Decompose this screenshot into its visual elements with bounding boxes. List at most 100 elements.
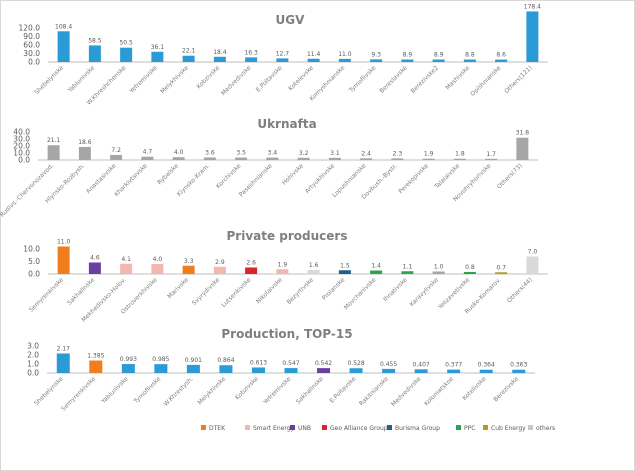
- x-tick-label: Yelizavetivske: [436, 276, 471, 311]
- bar: [479, 369, 493, 373]
- y-tick-label: 120.0: [19, 24, 41, 33]
- data-label: 1.4: [371, 263, 381, 270]
- x-tick-label: Paseshnianske: [238, 162, 274, 198]
- data-label: 2.17: [57, 345, 71, 352]
- data-label: 1.0: [434, 264, 444, 271]
- x-tick-label: Sakhalinske: [66, 276, 96, 306]
- data-label: 58.5: [88, 37, 102, 44]
- bar: [78, 146, 91, 160]
- bar: [213, 56, 226, 62]
- data-label: 4.0: [174, 149, 184, 156]
- x-tick-label: Nikolaivske: [255, 276, 284, 305]
- y-tick-label: 30.0: [13, 135, 30, 144]
- bar: [172, 157, 185, 160]
- data-label: 1.5: [340, 262, 350, 269]
- data-label: 0.985: [152, 356, 169, 363]
- data-label: 11.4: [307, 51, 321, 58]
- data-label: 0.407: [413, 361, 430, 368]
- x-tick-label: Berezivske2: [410, 64, 441, 95]
- x-tick-label: Yefremivske: [261, 375, 292, 406]
- legend-swatch: [290, 425, 295, 430]
- x-tick-label: Rudivs.-Chervonozavod.: [0, 162, 55, 218]
- bar: [495, 272, 508, 274]
- bar: [307, 270, 320, 274]
- bar: [432, 271, 445, 274]
- y-tick-label: 10.0: [23, 245, 40, 254]
- x-tick-label: Karavylivske: [408, 276, 440, 308]
- x-tick-label: Bereslavske: [378, 64, 409, 95]
- bar: [422, 158, 435, 160]
- data-label: 36.1: [151, 44, 165, 51]
- data-label: 0.901: [185, 357, 202, 364]
- legend-label: Smart Energy: [253, 425, 295, 432]
- y-tick-label: 10.0: [13, 149, 30, 158]
- x-tick-label: Mashivske: [444, 64, 471, 91]
- y-tick-label: 0.0: [28, 58, 40, 67]
- x-tick-label: Rakitnianske: [358, 375, 390, 407]
- bar: [213, 266, 226, 274]
- data-label: 8.8: [465, 52, 475, 59]
- bar: [186, 364, 200, 373]
- x-tick-label: Kharkivtsivske: [113, 162, 149, 198]
- x-tick-label: Marivske: [166, 276, 190, 300]
- x-tick-label: E.Poltavske: [255, 64, 284, 93]
- data-label: 3.6: [205, 149, 215, 156]
- bar: [512, 369, 526, 373]
- data-label: 0.377: [445, 362, 462, 369]
- chart-title-2: Private producers: [227, 229, 348, 243]
- data-label: 1.7: [486, 151, 496, 158]
- legend-swatch: [483, 425, 488, 430]
- legend-swatch: [456, 425, 461, 430]
- legend-swatch: [387, 425, 392, 430]
- bar: [391, 158, 404, 160]
- chart-title-3: Production, TOP-15: [221, 327, 352, 341]
- bar: [47, 145, 60, 160]
- data-label: 0.528: [347, 360, 364, 367]
- y-tick-label: 0.0: [18, 156, 30, 165]
- data-label: 0.993: [120, 356, 137, 363]
- bar: [57, 246, 70, 274]
- data-label: 0.613: [250, 359, 267, 366]
- bar: [121, 364, 135, 373]
- bar: [182, 55, 195, 62]
- x-tick-label: Melykhivske: [196, 375, 227, 406]
- data-label: 2.3: [393, 150, 403, 157]
- y-tick-label: 60.0: [23, 41, 40, 50]
- bar: [245, 57, 258, 62]
- legend-label: others: [536, 425, 555, 432]
- data-label: 4.1: [121, 256, 131, 263]
- bar: [266, 157, 279, 160]
- data-label: 8.9: [434, 51, 444, 58]
- data-label: 18.4: [213, 49, 227, 56]
- data-label: 1.6: [309, 262, 319, 269]
- bar: [276, 58, 289, 62]
- x-tick-label: Rybalske: [156, 162, 180, 186]
- legend-label: Cub Energy: [491, 425, 526, 432]
- data-label: 0.547: [282, 360, 299, 367]
- bar: [219, 365, 233, 373]
- x-tick-label: Ihnativske: [382, 276, 409, 303]
- x-tick-label: Kobzivske: [234, 375, 260, 401]
- bar: [284, 368, 298, 373]
- x-tick-label: Semyrenkivske: [28, 276, 65, 313]
- x-tick-label: Movchanivske: [343, 276, 378, 311]
- bar: [88, 262, 101, 274]
- x-tick-label: Shebelynske: [33, 64, 65, 96]
- bar: [349, 368, 363, 373]
- x-tick-label: Opishnianske: [469, 64, 503, 98]
- bar: [154, 364, 168, 373]
- bar: [453, 158, 466, 160]
- bar: [485, 158, 498, 160]
- x-tick-label: Others(44): [506, 276, 534, 304]
- x-tick-label: Bezyrtivske: [286, 276, 316, 306]
- x-tick-label: Lutsenkivske: [220, 276, 253, 309]
- chart-title-0: UGV: [276, 13, 306, 27]
- bar: [235, 157, 248, 160]
- data-label: 18.6: [78, 139, 92, 146]
- data-label: 1.1: [403, 263, 413, 270]
- legend-swatch: [322, 425, 327, 430]
- bar: [414, 369, 428, 373]
- x-tick-label: Kolomatskoe: [423, 375, 455, 407]
- data-label: 7.2: [111, 147, 121, 154]
